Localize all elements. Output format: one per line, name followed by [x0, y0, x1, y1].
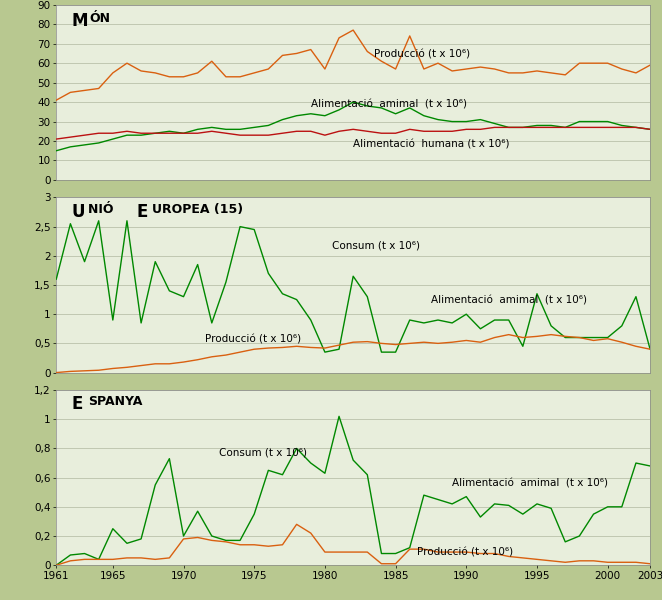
Text: Alimentació  amimal  (t x 10⁶): Alimentació amimal (t x 10⁶): [452, 478, 608, 488]
Text: Consum (t x 10⁶): Consum (t x 10⁶): [332, 241, 420, 251]
Text: Alimentació  humana (t x 10⁶): Alimentació humana (t x 10⁶): [353, 140, 510, 150]
Text: NIÓ: NIÓ: [88, 203, 118, 215]
Text: Producció (t x 10⁶): Producció (t x 10⁶): [205, 334, 301, 344]
Text: ÓN: ÓN: [89, 12, 111, 25]
Text: E: E: [136, 203, 148, 221]
Text: Consum (t x 10⁶): Consum (t x 10⁶): [219, 448, 307, 458]
Text: SPANYA: SPANYA: [88, 395, 142, 409]
Text: U: U: [71, 203, 85, 221]
Text: Producció (t x 10⁶): Producció (t x 10⁶): [375, 49, 471, 59]
Text: E: E: [71, 395, 83, 413]
Text: UROPEA (15): UROPEA (15): [152, 203, 244, 215]
Text: Producció (t x 10⁶): Producció (t x 10⁶): [417, 548, 513, 558]
Text: Alimentació  amimal  (t x 10⁶): Alimentació amimal (t x 10⁶): [310, 100, 467, 110]
Text: M: M: [71, 12, 87, 30]
Text: Alimentació  amimal  (t x 10⁶): Alimentació amimal (t x 10⁶): [431, 296, 587, 305]
